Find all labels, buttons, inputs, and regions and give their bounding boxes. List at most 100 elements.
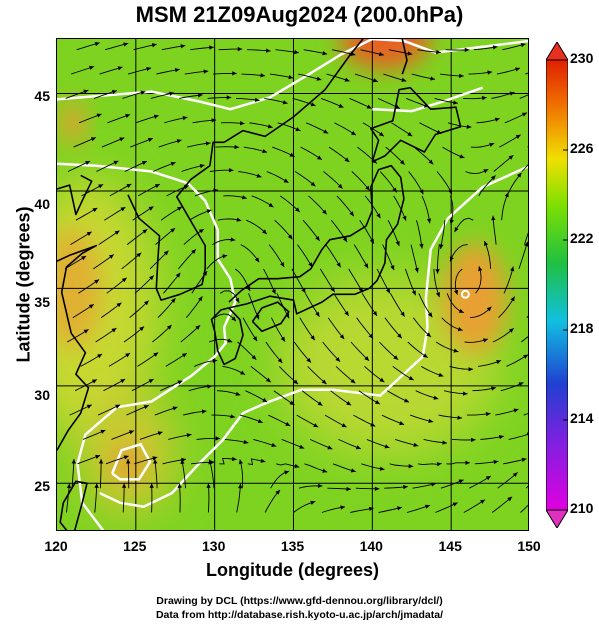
colorbar-label-230: 230 xyxy=(570,50,594,66)
streamline-arrow-264 xyxy=(344,157,350,162)
streamline-arrow-215 xyxy=(395,240,400,246)
coast-hokkaido xyxy=(370,86,462,163)
streamline-arrow-276 xyxy=(211,118,217,123)
streamline-250 xyxy=(408,171,424,195)
streamline-161 xyxy=(304,293,320,317)
streamline-arrow-245 xyxy=(283,178,289,183)
streamline-arrow-260 xyxy=(234,144,240,150)
streamline-arrow-192 xyxy=(230,237,236,242)
warm-zone-pacific xyxy=(278,276,499,457)
streamline-arrow-163 xyxy=(372,311,378,316)
streamline-arrow-219 xyxy=(504,192,509,198)
streamline-20 xyxy=(154,459,158,489)
streamline-arrow-255 xyxy=(90,137,96,142)
streamline-arrow-175 xyxy=(222,254,228,259)
streamline-arrow-199 xyxy=(414,267,419,273)
streamline-arrow-100 xyxy=(518,382,524,387)
streamline-arrow-297 xyxy=(310,102,316,107)
streamline-arrow-217 xyxy=(439,244,444,249)
streamline-arrow-124 xyxy=(227,338,233,343)
streamline-216 xyxy=(416,220,423,249)
streamline-arrow-268 xyxy=(459,154,465,159)
streamline-arrow-137 xyxy=(116,302,122,308)
streamline-arrow-171 xyxy=(108,254,114,259)
streamline-arrow-0 xyxy=(66,483,72,489)
x-tick-label-125: 125 xyxy=(123,538,147,554)
streamline-arrow-9 xyxy=(340,505,346,510)
streamline-arrow-91 xyxy=(262,397,268,402)
warm-spot-northwest xyxy=(60,100,85,145)
streamline-arrow-230 xyxy=(349,211,354,217)
streamline-arrow-54 xyxy=(186,433,192,438)
streamline-arrow-202 xyxy=(491,215,496,221)
streamline-arrow-308 xyxy=(146,66,152,72)
streamline-arrow-185 xyxy=(484,240,489,246)
streamline-arrow-310 xyxy=(203,69,209,74)
streamline-arrow-21 xyxy=(180,459,185,465)
streamline-arrow-197 xyxy=(363,263,369,269)
streamline-arrow-143 xyxy=(280,336,285,342)
streamline-arrow-14 xyxy=(480,499,486,504)
streamline-arrow-147 xyxy=(397,333,402,339)
streamline-arrow-296 xyxy=(282,100,288,105)
streamline-arrow-115 xyxy=(468,367,474,372)
streamline-arrow-72 xyxy=(201,409,207,414)
streamline-197 xyxy=(353,244,369,269)
streamline-194 xyxy=(268,244,285,268)
chart-title: MSM 21Z09Aug2024 (200.0hPa) xyxy=(135,2,464,27)
streamline-arrow-241 xyxy=(170,161,176,166)
streamline-arrow-138 xyxy=(143,300,149,306)
streamline-arrow-144 xyxy=(310,335,315,341)
streamline-arrow-208 xyxy=(206,209,212,214)
streamline-199 xyxy=(410,244,419,273)
streamline-arrow-249 xyxy=(392,187,397,193)
streamline-arrow-79 xyxy=(399,420,405,426)
streamline-arrow-46 xyxy=(436,462,442,467)
streamline-arrow-242 xyxy=(199,163,205,169)
streamline-arrow-151 xyxy=(510,296,515,302)
y-tick-label-25: 25 xyxy=(34,478,50,494)
streamline-arrow-106 xyxy=(212,358,218,363)
streamline-arrow-247 xyxy=(337,183,343,189)
streamline-arrow-111 xyxy=(350,378,356,384)
streamline-arrow-161 xyxy=(315,311,320,317)
contour-pacific xyxy=(99,165,528,508)
streamline-arrow-77 xyxy=(341,423,347,428)
colorbar-label-214: 214 xyxy=(570,410,594,426)
streamline-arrow-224 xyxy=(183,185,189,190)
streamline-arrow-214 xyxy=(369,238,374,244)
streamline-arrow-121 xyxy=(139,326,145,332)
streamline-arrow-164 xyxy=(400,311,405,317)
streamline-arrow-292 xyxy=(169,91,175,96)
streamline-202 xyxy=(492,215,497,245)
streamline-arrow-229 xyxy=(322,209,327,215)
streamline-arrow-176 xyxy=(246,286,251,292)
streamline-arrow-146 xyxy=(368,333,374,339)
streamline-182 xyxy=(404,268,417,296)
streamline-arrow-105 xyxy=(181,353,187,358)
streamline-arrow-190 xyxy=(170,228,176,233)
streamline-2 xyxy=(122,483,125,513)
streamline-168 xyxy=(503,266,514,294)
streamline-arrow-177 xyxy=(271,289,276,295)
streamline-arrow-225 xyxy=(213,188,219,193)
streamline-arrow-329 xyxy=(265,48,271,53)
streamline-arrow-61 xyxy=(384,444,390,449)
streamline-arrow-286 xyxy=(494,117,500,122)
streamline-305 xyxy=(519,94,528,99)
streamline-arrow-328 xyxy=(237,46,243,52)
streamline-arrow-314 xyxy=(316,76,322,81)
streamline-arrow-56 xyxy=(243,439,249,445)
streamline-arrow-283 xyxy=(407,131,413,137)
streamline-arrow-145 xyxy=(339,334,345,340)
streamline-167 xyxy=(475,266,482,294)
streamline-arrow-318 xyxy=(430,76,436,81)
streamline-arrow-312 xyxy=(260,73,266,78)
streamline-arrow-25 xyxy=(317,483,323,489)
streamline-arrow-103 xyxy=(125,353,131,358)
streamline-arrow-90 xyxy=(235,391,241,396)
coast-sakhalin xyxy=(401,39,408,75)
streamline-arrow-189 xyxy=(142,229,148,234)
streamline-200 xyxy=(437,244,440,274)
streamline-arrow-66 xyxy=(526,432,528,437)
